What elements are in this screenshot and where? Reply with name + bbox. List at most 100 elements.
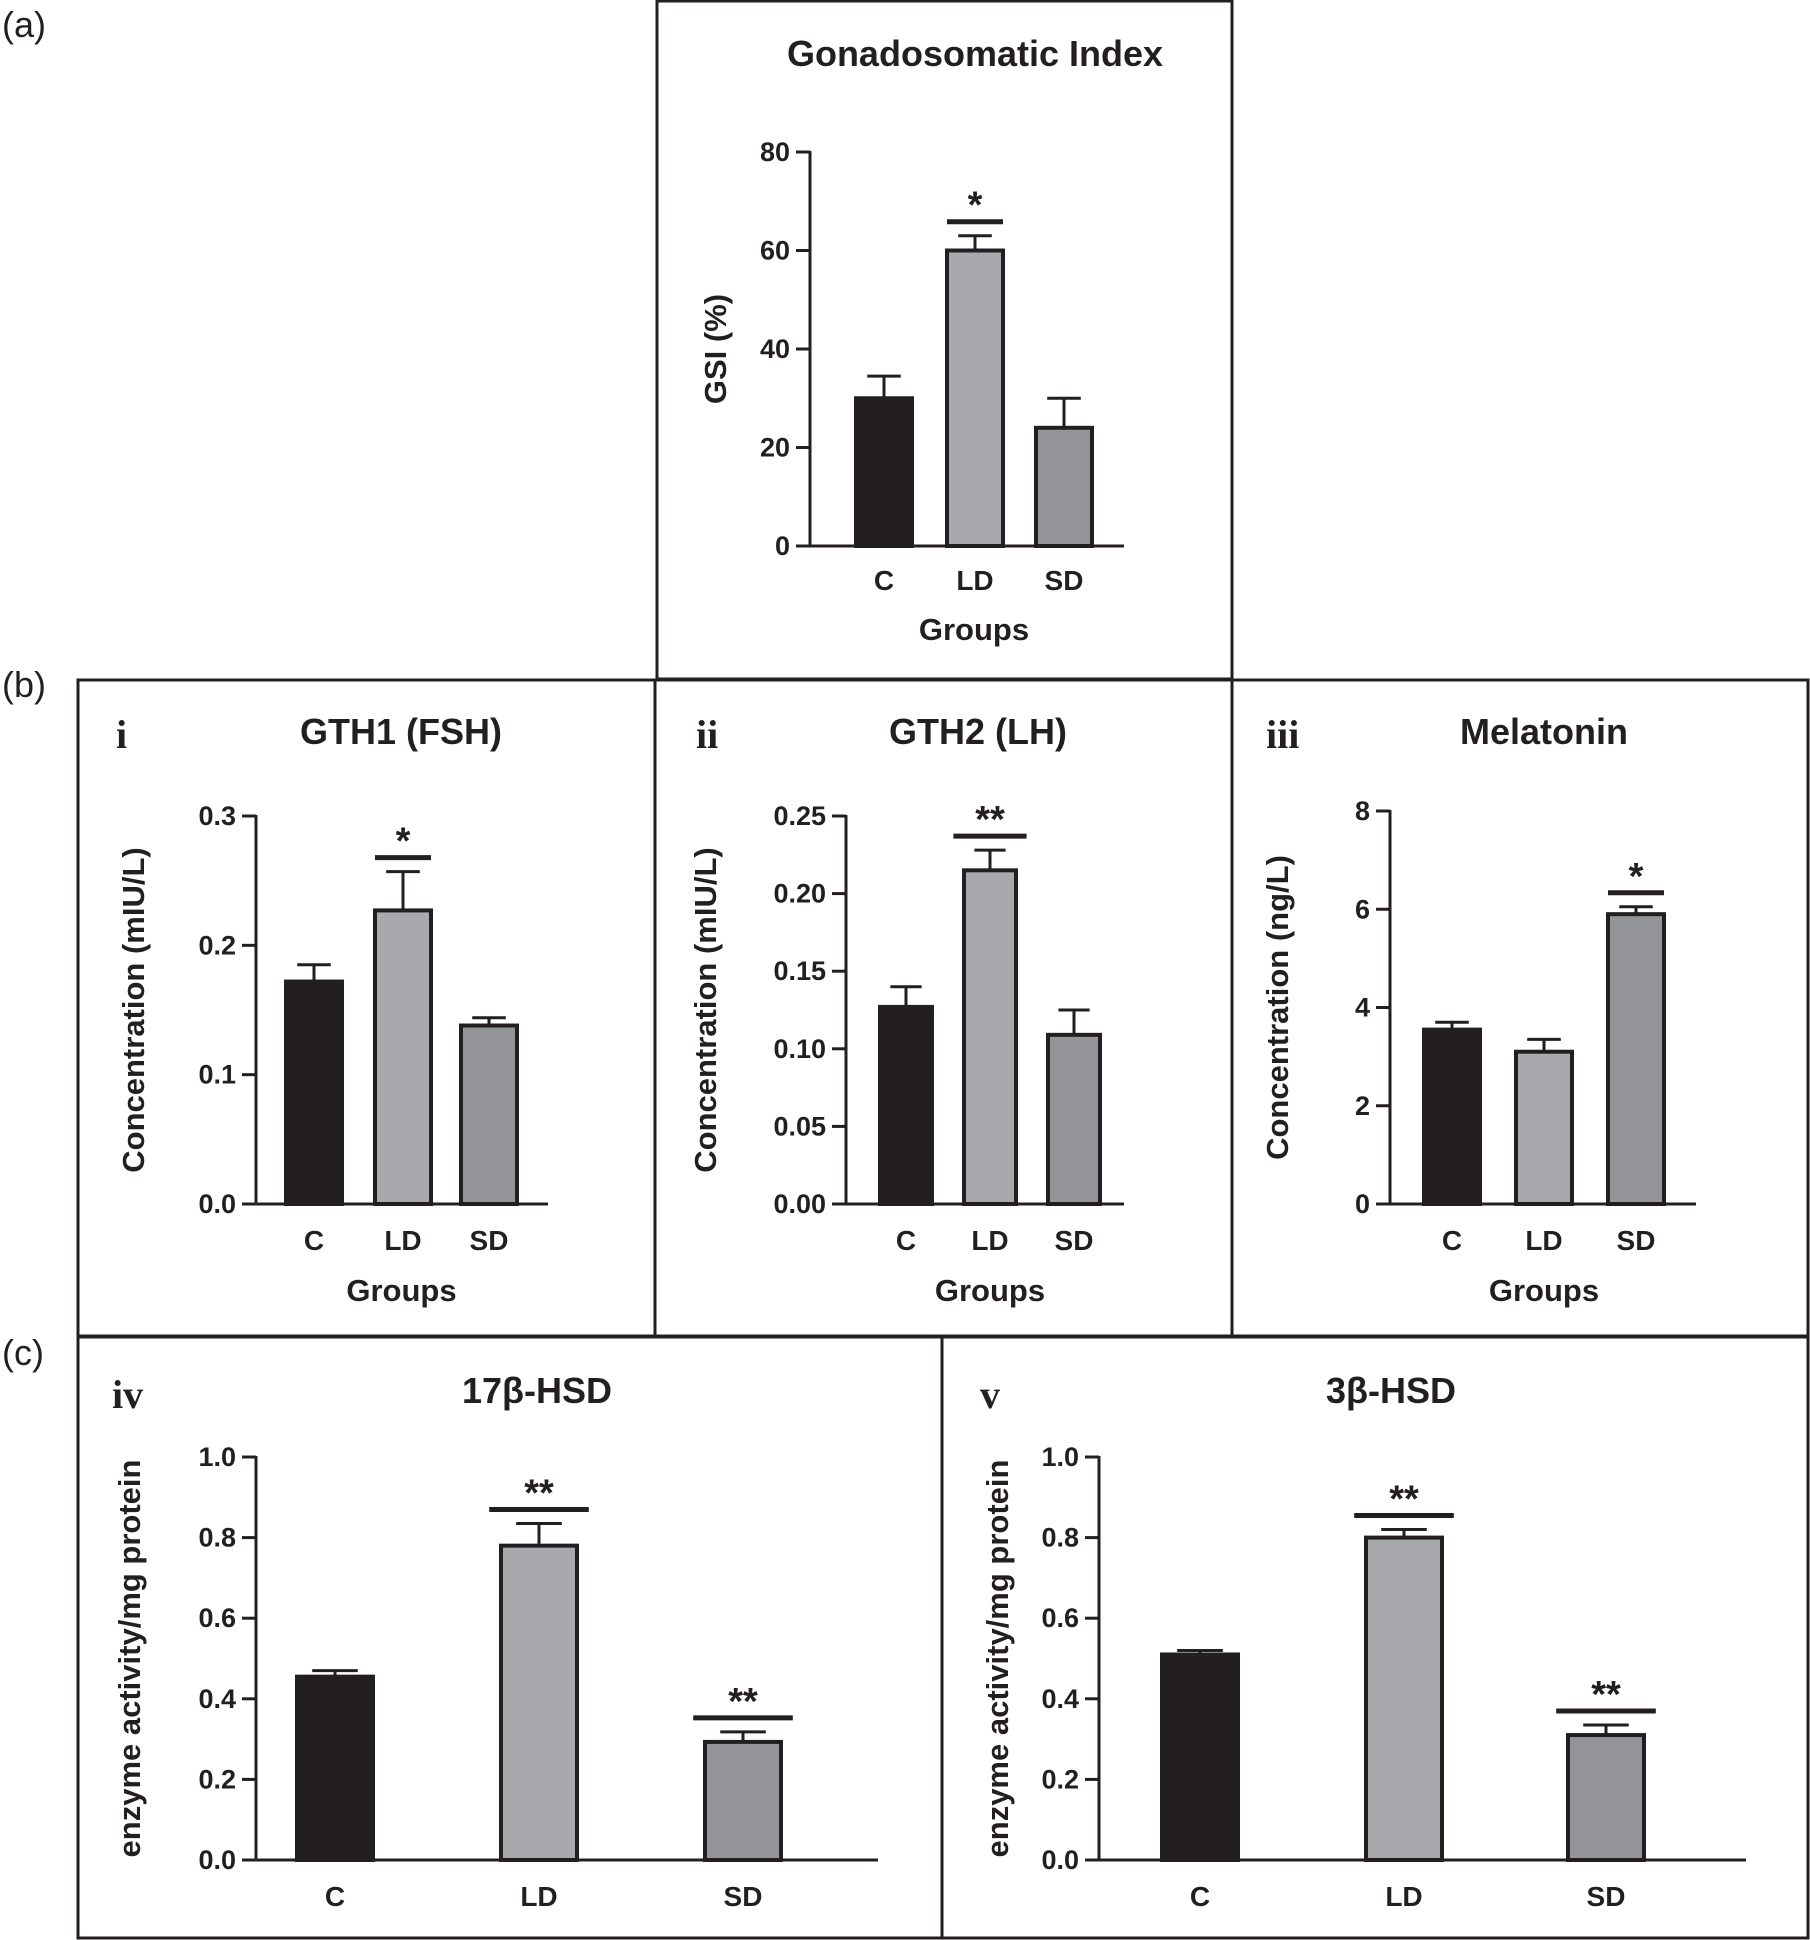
gth2-ytick-label-1: 0.05 (773, 1111, 826, 1141)
gth1-ytick-label-1: 0.1 (198, 1060, 236, 1090)
melatonin-ytick-label-1: 2 (1355, 1091, 1370, 1121)
gth2-sig-LD: ** (975, 799, 1005, 841)
gth2-ytick-label-5: 0.25 (773, 801, 826, 831)
melatonin-ytick-label-4: 8 (1355, 796, 1370, 826)
gth1-roman: i (116, 712, 127, 757)
gth1-bar-C (284, 979, 344, 1207)
gsi-sig-LD: * (968, 185, 983, 227)
hsd3-sig-SD: ** (1591, 1674, 1621, 1716)
melatonin-title: Melatonin (1460, 711, 1628, 752)
hsd3-category-C: C (1190, 1881, 1210, 1912)
gth1-bar-SD (459, 1023, 519, 1207)
hsd3-ytick-label-1: 0.2 (1041, 1764, 1079, 1794)
melatonin-ytick-label-2: 4 (1355, 993, 1370, 1023)
gsi-xlabel: Groups (919, 612, 1029, 647)
melatonin-bar-SD (1606, 912, 1666, 1206)
gth1-ytick-label-3: 0.3 (198, 801, 236, 831)
gth2-ytick-label-3: 0.15 (773, 956, 826, 986)
gsi-ylabel: GSI (%) (698, 294, 733, 404)
gth1-xlabel: Groups (346, 1273, 456, 1308)
melatonin-sig-SD: * (1629, 856, 1644, 898)
hsd3-bar-LD (1364, 1535, 1444, 1862)
gsi-category-LD: LD (956, 565, 993, 596)
gth2-category-C: C (896, 1225, 916, 1256)
hsd17-title: 17β-HSD (462, 1370, 612, 1411)
hsd3-roman: v (980, 1372, 1000, 1417)
frame-gth2 (653, 678, 1234, 1338)
gth2-ytick-label-0: 0.00 (773, 1189, 826, 1219)
melatonin-ytick-label-3: 6 (1355, 894, 1370, 924)
melatonin-xlabel: Groups (1489, 1273, 1599, 1308)
gsi-title: Gonadosomatic Index (787, 33, 1163, 74)
hsd17-sig-SD: ** (728, 1681, 758, 1723)
gth2-bar-LD (962, 868, 1018, 1206)
gth2-bar-C (878, 1004, 934, 1206)
melatonin-category-SD: SD (1617, 1225, 1656, 1256)
hsd3-ytick-label-2: 0.4 (1041, 1684, 1079, 1714)
frame-hsd3 (940, 1335, 1810, 1940)
panel-label-a: (a) (2, 4, 46, 45)
gsi-bar-LD (945, 248, 1005, 548)
melatonin-bar-LD (1514, 1049, 1574, 1207)
hsd17-ytick-label-2: 0.4 (198, 1684, 236, 1714)
gth2-category-SD: SD (1055, 1225, 1094, 1256)
frame-gsi (655, 0, 1234, 681)
panel-label-b: (b) (2, 664, 46, 705)
hsd17-bar-C (295, 1674, 375, 1863)
gth2-title: GTH2 (LH) (889, 711, 1067, 752)
hsd3-ytick-label-4: 0.8 (1041, 1523, 1079, 1553)
gth1-sig-LD: * (396, 821, 411, 863)
gth2-xlabel: Groups (935, 1273, 1045, 1308)
melatonin-category-C: C (1442, 1225, 1462, 1256)
gth1-category-C: C (304, 1225, 324, 1256)
gsi-category-C: C (874, 565, 894, 596)
gsi-bar-SD (1034, 425, 1094, 548)
gth2-category-LD: LD (971, 1225, 1008, 1256)
gth2-ytick-label-4: 0.20 (773, 879, 826, 909)
gth1-category-SD: SD (470, 1225, 509, 1256)
melatonin-roman: iii (1266, 712, 1299, 757)
hsd3-bar-C (1160, 1652, 1240, 1862)
hsd17-ytick-label-5: 1.0 (198, 1442, 236, 1472)
panel-label-c: (c) (2, 1332, 44, 1373)
gsi-ytick-label-2: 40 (760, 334, 790, 364)
hsd3-ylabel: enzyme activity/mg protein (980, 1460, 1015, 1858)
gsi-ytick-label-0: 0 (775, 531, 790, 561)
hsd3-category-SD: SD (1587, 1881, 1626, 1912)
hsd17-category-C: C (325, 1881, 345, 1912)
gth2-bar-SD (1046, 1032, 1102, 1207)
gth1-ytick-label-0: 0.0 (198, 1189, 236, 1219)
gth1-bar-LD (373, 908, 433, 1206)
gth1-title: GTH1 (FSH) (300, 711, 502, 752)
hsd17-ylabel: enzyme activity/mg protein (112, 1460, 147, 1858)
melatonin-ylabel: Concentration (ng/L) (1260, 855, 1295, 1160)
gth2-roman: ii (696, 712, 718, 757)
hsd3-ytick-label-5: 1.0 (1041, 1442, 1079, 1472)
hsd3-ytick-label-3: 0.6 (1041, 1603, 1079, 1633)
melatonin-bar-C (1422, 1027, 1482, 1206)
hsd3-title: 3β-HSD (1326, 1370, 1456, 1411)
hsd17-ytick-label-3: 0.6 (198, 1603, 236, 1633)
hsd17-category-SD: SD (724, 1881, 763, 1912)
gth1-ytick-label-2: 0.2 (198, 930, 236, 960)
gth2-ylabel: Concentration (mIU/L) (688, 847, 723, 1173)
gsi-ytick-label-1: 20 (760, 433, 790, 463)
frame-gth1 (76, 678, 657, 1338)
melatonin-ytick-label-0: 0 (1355, 1189, 1370, 1219)
melatonin-category-LD: LD (1525, 1225, 1562, 1256)
gsi-ytick-label-4: 80 (760, 137, 790, 167)
gsi-bar-C (854, 396, 914, 548)
hsd17-bar-SD (703, 1739, 783, 1863)
gth1-category-LD: LD (384, 1225, 421, 1256)
gth1-ylabel: Concentration (mIU/L) (116, 847, 151, 1173)
hsd3-bar-SD (1566, 1733, 1646, 1862)
hsd17-sig-LD: ** (524, 1472, 554, 1514)
frame-melatonin (1230, 678, 1810, 1338)
hsd17-ytick-label-4: 0.8 (198, 1523, 236, 1553)
hsd17-roman: iv (112, 1372, 143, 1417)
hsd17-category-LD: LD (520, 1881, 557, 1912)
hsd3-ytick-label-0: 0.0 (1041, 1845, 1079, 1875)
gsi-category-SD: SD (1045, 565, 1084, 596)
hsd3-sig-LD: ** (1389, 1479, 1419, 1521)
